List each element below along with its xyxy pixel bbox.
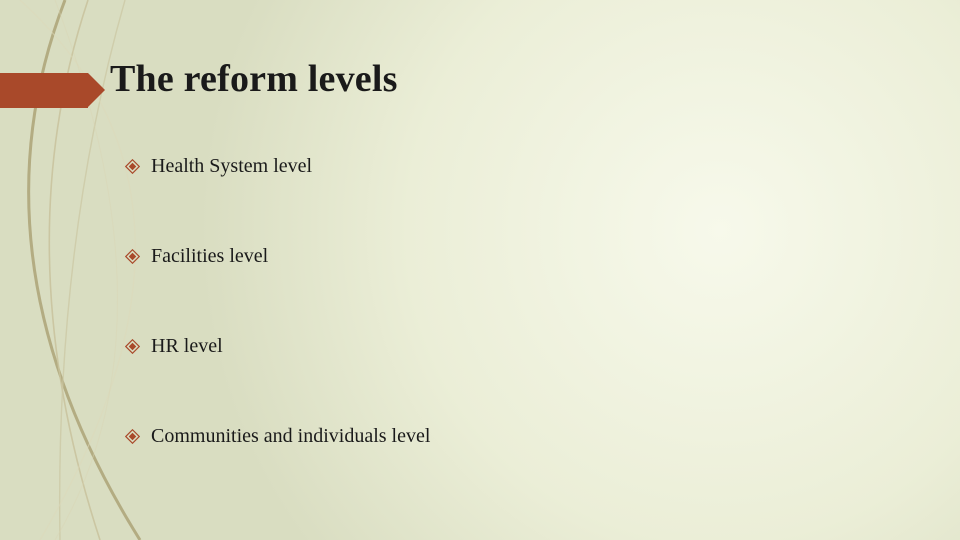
title-accent-bar	[0, 73, 98, 108]
list-item: Facilities level	[125, 245, 430, 268]
bullet-list: Health System level Facilities level HR …	[125, 155, 430, 448]
list-item-label: HR level	[151, 335, 223, 358]
slide: The reform levels Health System level Fa…	[0, 0, 960, 540]
list-item-label: Health System level	[151, 155, 312, 178]
list-item-label: Facilities level	[151, 245, 268, 268]
slide-title: The reform levels	[110, 57, 398, 101]
list-item-label: Communities and individuals level	[151, 425, 430, 448]
title-accent-rect	[0, 73, 88, 108]
list-item: Communities and individuals level	[125, 425, 430, 448]
diamond-bullet-icon	[125, 429, 140, 444]
diamond-bullet-icon	[125, 159, 140, 174]
list-item: HR level	[125, 335, 430, 358]
list-item: Health System level	[125, 155, 430, 178]
diamond-bullet-icon	[125, 249, 140, 264]
title-accent-arrow	[88, 73, 105, 107]
diamond-bullet-icon	[125, 339, 140, 354]
